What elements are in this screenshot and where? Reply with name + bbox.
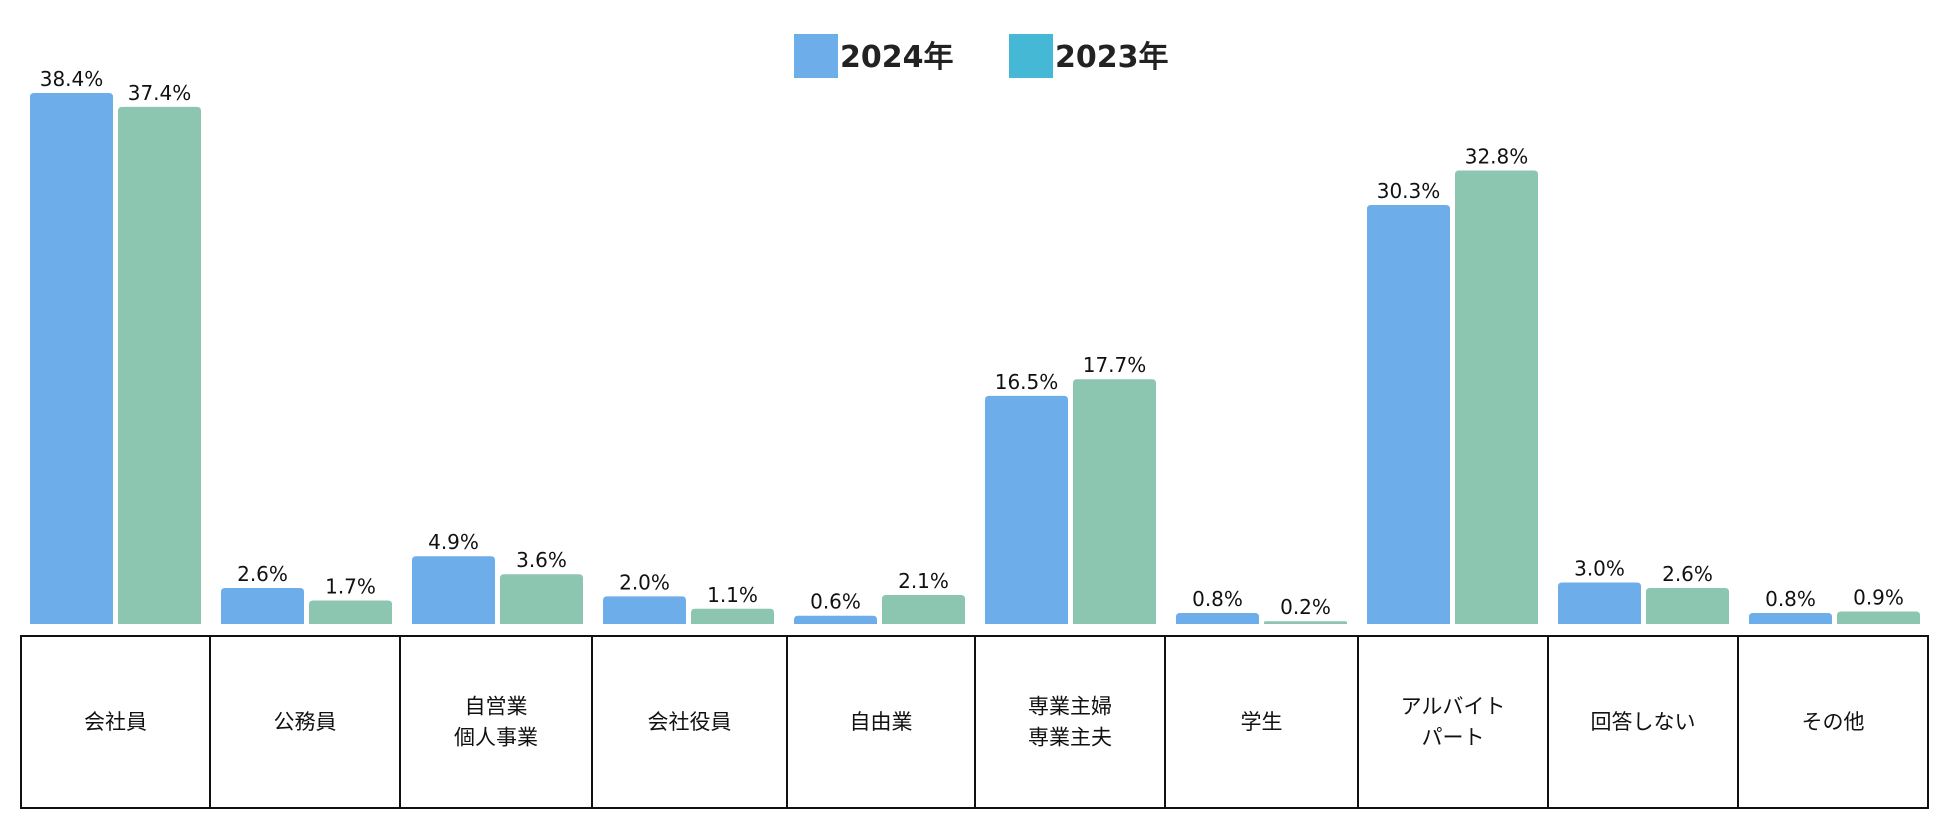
bars-group [30, 93, 1920, 624]
category-label-9: その他 [1802, 710, 1865, 734]
bar-2023-0 [118, 106, 201, 624]
bar-2023-3 [691, 608, 774, 624]
value-label-2023-0: 37.4% [128, 81, 192, 105]
value-label-2024-5: 16.5% [995, 370, 1059, 394]
category-label-4-line-0: 自由業 [850, 710, 913, 734]
legend-label-2024: 2024年 [840, 40, 954, 75]
category-label-3-line-0: 会社役員 [648, 710, 732, 734]
value-label-2023-5: 17.7% [1083, 353, 1147, 377]
value-label-2024-9: 0.8% [1765, 587, 1816, 611]
bar-2023-4 [882, 594, 965, 624]
value-label-2023-1: 1.7% [325, 574, 376, 598]
value-label-2024-3: 2.0% [619, 570, 670, 594]
bar-2023-8 [1646, 588, 1729, 624]
category-table: 会社員 公務員 自営業個人事業 会社役員 自由業 専業主婦専業主夫 学生 アルバイトパート 回答… [20, 635, 1929, 809]
value-label-2023-2: 3.6% [516, 548, 567, 572]
bar-2024-4 [794, 615, 877, 624]
legend-label-2023: 2023年 [1055, 40, 1169, 75]
value-label-2023-4: 2.1% [898, 569, 949, 593]
bar-2023-1 [309, 600, 392, 624]
value-label-2023-9: 0.9% [1853, 586, 1904, 610]
bar-2023-9 [1837, 611, 1920, 624]
bar-2024-1 [221, 588, 304, 624]
category-label-1: 公務員 [274, 710, 337, 734]
value-label-2024-6: 0.8% [1192, 587, 1243, 611]
bar-2024-2 [412, 556, 495, 624]
category-label-7: アルバイトパート [1401, 695, 1506, 750]
category-label-3: 会社役員 [648, 710, 732, 734]
value-label-2023-7: 32.8% [1465, 144, 1529, 168]
category-label-5-line-0: 専業主婦 [1028, 695, 1112, 719]
value-label-2024-2: 4.9% [428, 530, 479, 554]
legend-swatch-2024 [794, 34, 838, 78]
bar-2024-3 [603, 596, 686, 624]
bar-2024-9 [1749, 612, 1832, 624]
bar-2024-6 [1176, 612, 1259, 624]
bar-2024-8 [1558, 582, 1641, 624]
bar-2024-7 [1367, 205, 1450, 624]
bar-2024-5 [985, 395, 1068, 624]
value-label-2024-8: 3.0% [1574, 557, 1625, 581]
value-label-2024-1: 2.6% [237, 562, 288, 586]
category-label-2-line-1: 個人事業 [454, 726, 538, 750]
category-label-2-line-0: 自営業 [465, 695, 528, 719]
bar-2023-7 [1455, 170, 1538, 624]
category-label-7-line-1: パート [1422, 726, 1485, 750]
category-label-0-line-0: 会社員 [84, 710, 147, 734]
category-label-2: 自営業個人事業 [454, 695, 538, 750]
chart-legend: 2024年 2023年 [794, 34, 1169, 78]
bar-2023-6 [1264, 621, 1347, 624]
bar-2024-0 [30, 93, 113, 624]
category-label-5: 専業主婦専業主夫 [1028, 695, 1112, 750]
category-label-8: 回答しない [1591, 710, 1696, 734]
value-label-2024-4: 0.6% [810, 590, 861, 614]
category-label-6: 学生 [1241, 710, 1283, 734]
category-label-7-line-0: アルバイト [1401, 695, 1506, 719]
value-label-2024-7: 30.3% [1377, 179, 1441, 203]
category-label-9-line-0: その他 [1802, 710, 1865, 734]
category-label-6-line-0: 学生 [1241, 710, 1283, 734]
category-label-4: 自由業 [850, 710, 913, 734]
category-label-8-line-0: 回答しない [1591, 710, 1696, 734]
value-label-2024-0: 38.4% [40, 67, 104, 91]
value-labels-group: 38.4% 2.6% 4.9% 2.0% 0.6% 16.5% 0.8% 30.3% 3.0% 0… [40, 67, 1904, 619]
category-label-5-line-1: 専業主夫 [1028, 726, 1112, 750]
value-label-2023-8: 2.6% [1662, 562, 1713, 586]
value-label-2023-6: 0.2% [1280, 595, 1331, 619]
bar-2023-5 [1073, 379, 1156, 624]
legend-swatch-2023 [1009, 34, 1053, 78]
category-label-1-line-0: 公務員 [274, 710, 337, 734]
bar-2023-2 [500, 574, 583, 624]
category-label-0: 会社員 [84, 710, 147, 734]
value-label-2023-3: 1.1% [707, 583, 758, 607]
